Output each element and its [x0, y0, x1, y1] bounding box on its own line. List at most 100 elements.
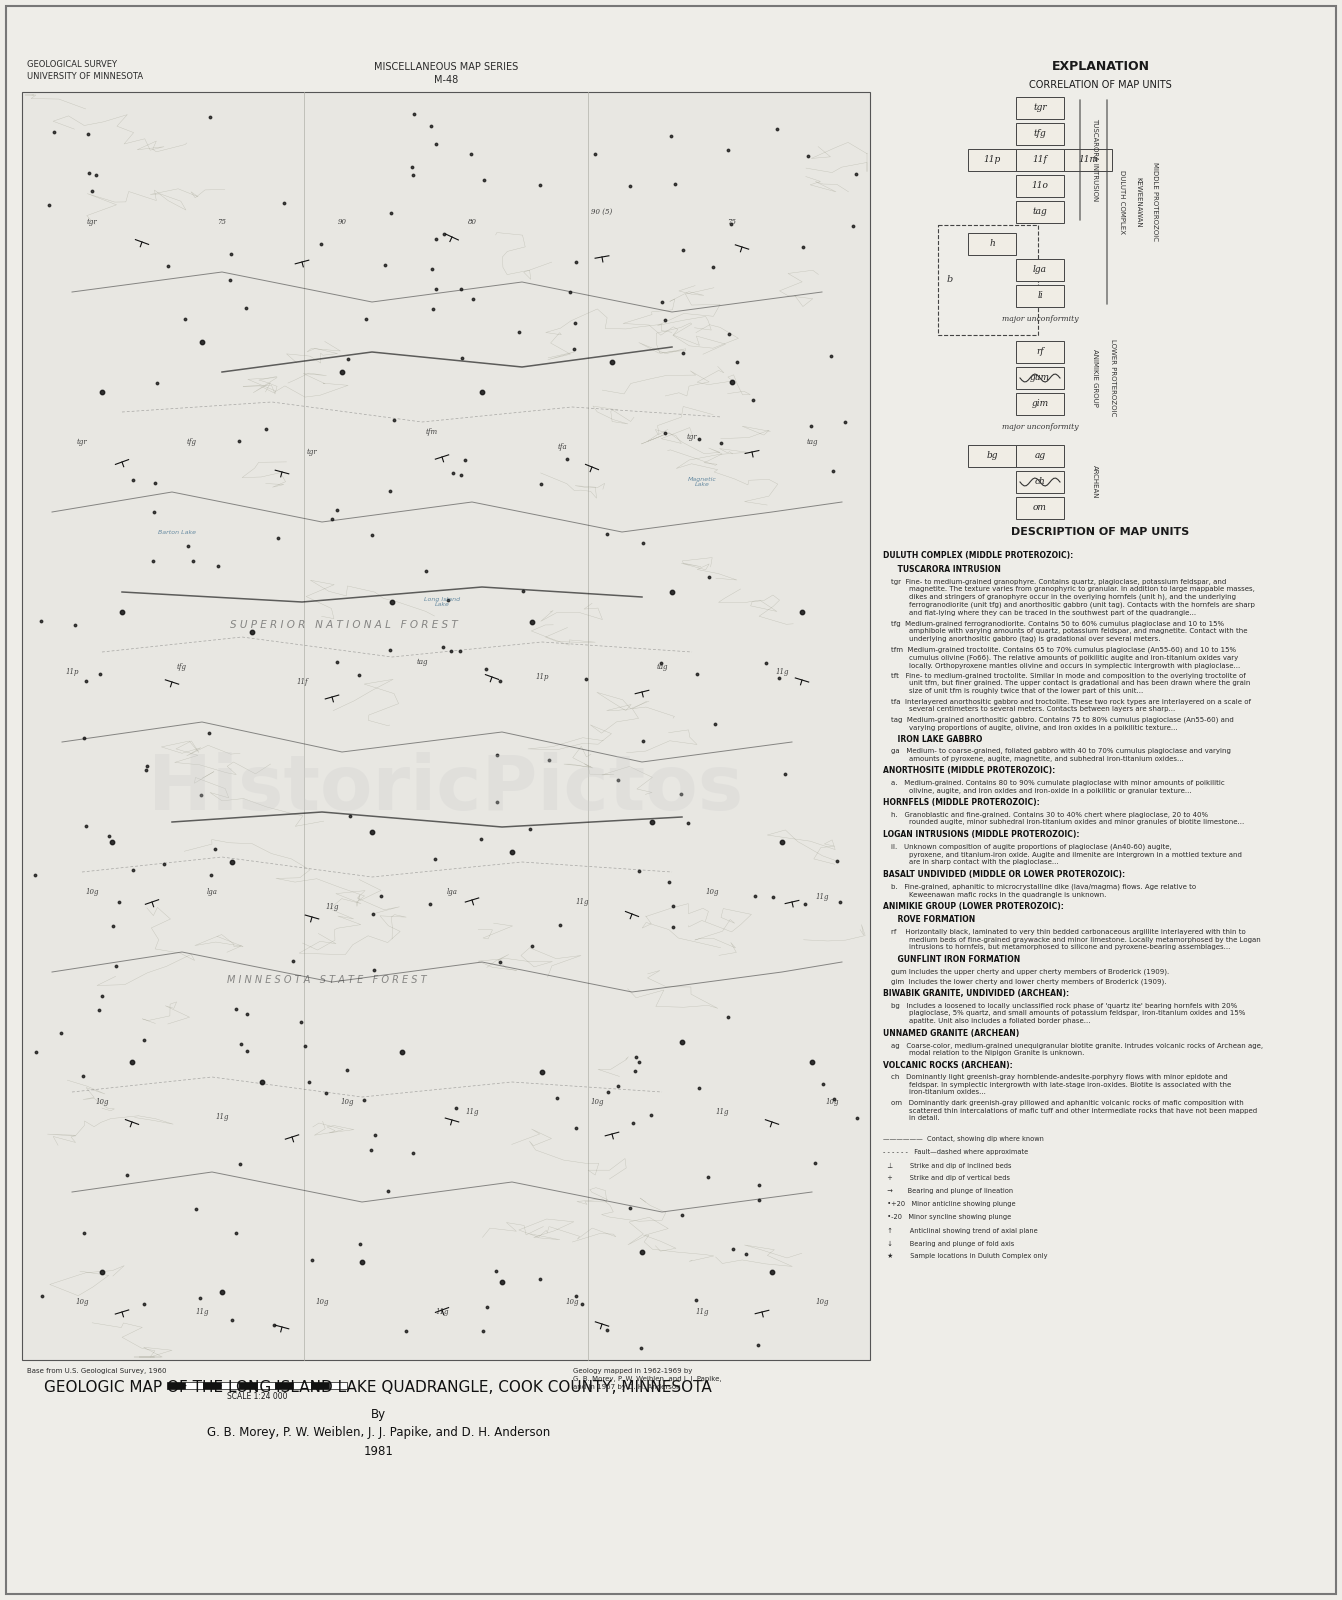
- Text: bg: bg: [986, 451, 997, 461]
- Text: 11p: 11p: [535, 674, 549, 682]
- Text: ch: ch: [1035, 477, 1045, 486]
- Text: MISCELLANEOUS MAP SERIES: MISCELLANEOUS MAP SERIES: [374, 62, 518, 72]
- Text: ROVE FORMATION: ROVE FORMATION: [887, 915, 976, 925]
- Text: 11o: 11o: [1032, 181, 1048, 190]
- Text: 10g: 10g: [315, 1298, 329, 1306]
- Text: gim  Includes the lower cherty and lower cherty members of Broderick (1909).: gim Includes the lower cherty and lower …: [891, 979, 1166, 986]
- Bar: [1016, 259, 1064, 282]
- Text: ★        Sample locations in Duluth Complex only: ★ Sample locations in Duluth Complex onl…: [883, 1253, 1048, 1259]
- Text: +        Strike and dip of vertical beds: + Strike and dip of vertical beds: [883, 1176, 1011, 1181]
- Bar: [968, 149, 1016, 171]
- Text: il.   Unknown composition of augite proportions of plagioclase (An40-60) augite,: il. Unknown composition of augite propor…: [891, 843, 1241, 866]
- Text: - - - - - -   Fault—dashed where approximate: - - - - - - Fault—dashed where approxima…: [883, 1149, 1028, 1155]
- Text: tgr: tgr: [76, 438, 87, 446]
- Text: tgr: tgr: [1033, 104, 1047, 112]
- Text: 10g: 10g: [95, 1098, 109, 1106]
- Text: BIWABIK GRANITE, UNDIVIDED (ARCHEAN):: BIWABIK GRANITE, UNDIVIDED (ARCHEAN):: [883, 989, 1070, 998]
- Bar: [1016, 174, 1064, 197]
- Text: tag: tag: [807, 438, 817, 446]
- Text: UNIVERSITY OF MINNESOTA: UNIVERSITY OF MINNESOTA: [27, 72, 144, 82]
- Text: TUSCARORA INTRUSION: TUSCARORA INTRUSION: [887, 565, 1001, 574]
- Bar: [258, 1382, 275, 1389]
- Text: a.   Medium-grained. Contains 80 to 90% cumulate plagioclase with minor amounts : a. Medium-grained. Contains 80 to 90% cu…: [891, 781, 1225, 794]
- Text: 11p: 11p: [984, 155, 1001, 165]
- Text: 11g: 11g: [215, 1114, 228, 1122]
- Text: tft   Fine- to medium-grained troctolite. Similar in mode and composition to the: tft Fine- to medium-grained troctolite. …: [891, 672, 1251, 693]
- Bar: [1016, 149, 1064, 171]
- Text: ⊥        Strike and dip of inclined beds: ⊥ Strike and dip of inclined beds: [883, 1162, 1012, 1168]
- Bar: [311, 1382, 329, 1389]
- Text: DULUTH COMPLEX (MIDDLE PROTEROZOIC):: DULUTH COMPLEX (MIDDLE PROTEROZOIC):: [883, 550, 1074, 560]
- Text: ARCHEAN: ARCHEAN: [1092, 466, 1098, 499]
- Bar: [1016, 202, 1064, 222]
- Text: 10g: 10g: [565, 1298, 578, 1306]
- Text: 75: 75: [727, 218, 737, 226]
- Bar: [968, 445, 1016, 467]
- Text: →       Bearing and plunge of lineation: → Bearing and plunge of lineation: [883, 1189, 1013, 1194]
- Text: 11f: 11f: [1032, 155, 1048, 165]
- Text: LOWER PROTEROZOIC: LOWER PROTEROZOIC: [1110, 339, 1117, 416]
- Text: 10g: 10g: [341, 1098, 354, 1106]
- Bar: [293, 1382, 311, 1389]
- Bar: [21, 91, 870, 1360]
- Text: lga: lga: [207, 888, 217, 896]
- Text: 10g: 10g: [86, 888, 99, 896]
- Text: tag: tag: [1032, 208, 1047, 216]
- Bar: [203, 1382, 221, 1389]
- Text: Base from U.S. Geological Survey, 1960: Base from U.S. Geological Survey, 1960: [27, 1368, 166, 1374]
- Text: tag: tag: [416, 658, 428, 666]
- Bar: [166, 1382, 185, 1389]
- Text: 80: 80: [467, 218, 476, 226]
- Bar: [1064, 149, 1113, 171]
- Text: DESCRIPTION OF MAP UNITS: DESCRIPTION OF MAP UNITS: [1012, 526, 1189, 538]
- Bar: [968, 234, 1016, 254]
- Text: EXPLANATION: EXPLANATION: [1052, 59, 1150, 74]
- Text: 10g: 10g: [815, 1298, 829, 1306]
- Text: tfm: tfm: [425, 427, 437, 435]
- Text: •-20   Minor syncline showing plunge: •-20 Minor syncline showing plunge: [883, 1214, 1012, 1221]
- Text: Geology mapped in 1962-1969 by
G. B. Morey, P. W. Weiblen, and J. J. Papike,
and: Geology mapped in 1962-1969 by G. B. Mor…: [573, 1368, 722, 1390]
- Text: gum Includes the upper cherty and upper cherty members of Broderick (1909).: gum Includes the upper cherty and upper …: [891, 970, 1169, 976]
- Text: 11m: 11m: [1078, 155, 1098, 165]
- Text: om   Dominantly dark greenish-gray pillowed and aphanitic volcanic rocks of mafi: om Dominantly dark greenish-gray pillowe…: [891, 1101, 1257, 1122]
- Text: tfg: tfg: [187, 438, 197, 446]
- Text: 90: 90: [337, 218, 346, 226]
- Text: ANORTHOSITE (MIDDLE PROTEROZOIC):: ANORTHOSITE (MIDDLE PROTEROZOIC):: [883, 766, 1055, 776]
- Text: •+20   Minor anticline showing plunge: •+20 Minor anticline showing plunge: [883, 1202, 1016, 1208]
- Bar: [1016, 394, 1064, 414]
- Text: tag: tag: [656, 662, 668, 670]
- Text: ga   Medium- to coarse-grained, foliated gabbro with 40 to 70% cumulus plagiocla: ga Medium- to coarse-grained, foliated g…: [891, 749, 1231, 762]
- Text: S U P E R I O R   N A T I O N A L   F O R E S T: S U P E R I O R N A T I O N A L F O R E …: [231, 619, 458, 629]
- Text: gim: gim: [1032, 400, 1048, 408]
- Text: b.   Fine-grained, aphanitic to microcrystalline dike (lava/magma) flows. Age re: b. Fine-grained, aphanitic to microcryst…: [891, 883, 1196, 898]
- Text: GUNFLINT IRON FORMATION: GUNFLINT IRON FORMATION: [887, 955, 1020, 965]
- Text: Long Island
Lake: Long Island Lake: [424, 597, 460, 608]
- Text: 11g: 11g: [715, 1107, 729, 1117]
- Text: lga: lga: [447, 888, 458, 896]
- Text: G. B. Morey, P. W. Weiblen, J. J. Papike, and D. H. Anderson: G. B. Morey, P. W. Weiblen, J. J. Papike…: [207, 1426, 550, 1438]
- Text: M I N N E S O T A   S T A T E   F O R E S T: M I N N E S O T A S T A T E F O R E S T: [227, 974, 427, 984]
- Text: UNNAMED GRANITE (ARCHEAN): UNNAMED GRANITE (ARCHEAN): [883, 1029, 1020, 1038]
- Text: 11g: 11g: [695, 1309, 709, 1315]
- Text: Magnetic
Lake: Magnetic Lake: [687, 477, 717, 488]
- Bar: [239, 1382, 258, 1389]
- Text: tgr: tgr: [306, 448, 317, 456]
- Text: 10g: 10g: [75, 1298, 89, 1306]
- Text: ag   Coarse-color, medium-grained unequigranular biotite granite. Intrudes volca: ag Coarse-color, medium-grained unequigr…: [891, 1043, 1263, 1056]
- Text: rf: rf: [1036, 347, 1044, 357]
- Text: h.   Granoblastic and fine-grained. Contains 30 to 40% chert where plagioclase, : h. Granoblastic and fine-grained. Contai…: [891, 811, 1244, 826]
- Text: 11g: 11g: [776, 669, 789, 675]
- Text: bg   Includes a loosened to locally unclassified rock phase of 'quartz ite' bear: bg Includes a loosened to locally unclas…: [891, 1003, 1245, 1024]
- Text: tag  Medium-grained anorthositic gabbro. Contains 75 to 80% cumulus plagioclase : tag Medium-grained anorthositic gabbro. …: [891, 717, 1233, 731]
- Bar: [1016, 123, 1064, 146]
- Text: tgr: tgr: [87, 218, 98, 226]
- Text: rf    Horizontally black, laminated to very thin bedded carbonaceous argillite i: rf Horizontally black, laminated to very…: [891, 930, 1260, 950]
- Text: ↑        Anticlinal showing trend of axial plane: ↑ Anticlinal showing trend of axial plan…: [883, 1227, 1037, 1234]
- Text: tfa  Interlayered anorthositic gabbro and troctolite. These two rock types are i: tfa Interlayered anorthositic gabbro and…: [891, 699, 1251, 712]
- Bar: [329, 1382, 348, 1389]
- Text: 11p: 11p: [66, 669, 79, 675]
- Bar: [1016, 498, 1064, 518]
- Text: HistoricPictos: HistoricPictos: [149, 752, 743, 827]
- Text: major unconformity: major unconformity: [1001, 422, 1078, 430]
- Text: ag: ag: [1035, 451, 1045, 461]
